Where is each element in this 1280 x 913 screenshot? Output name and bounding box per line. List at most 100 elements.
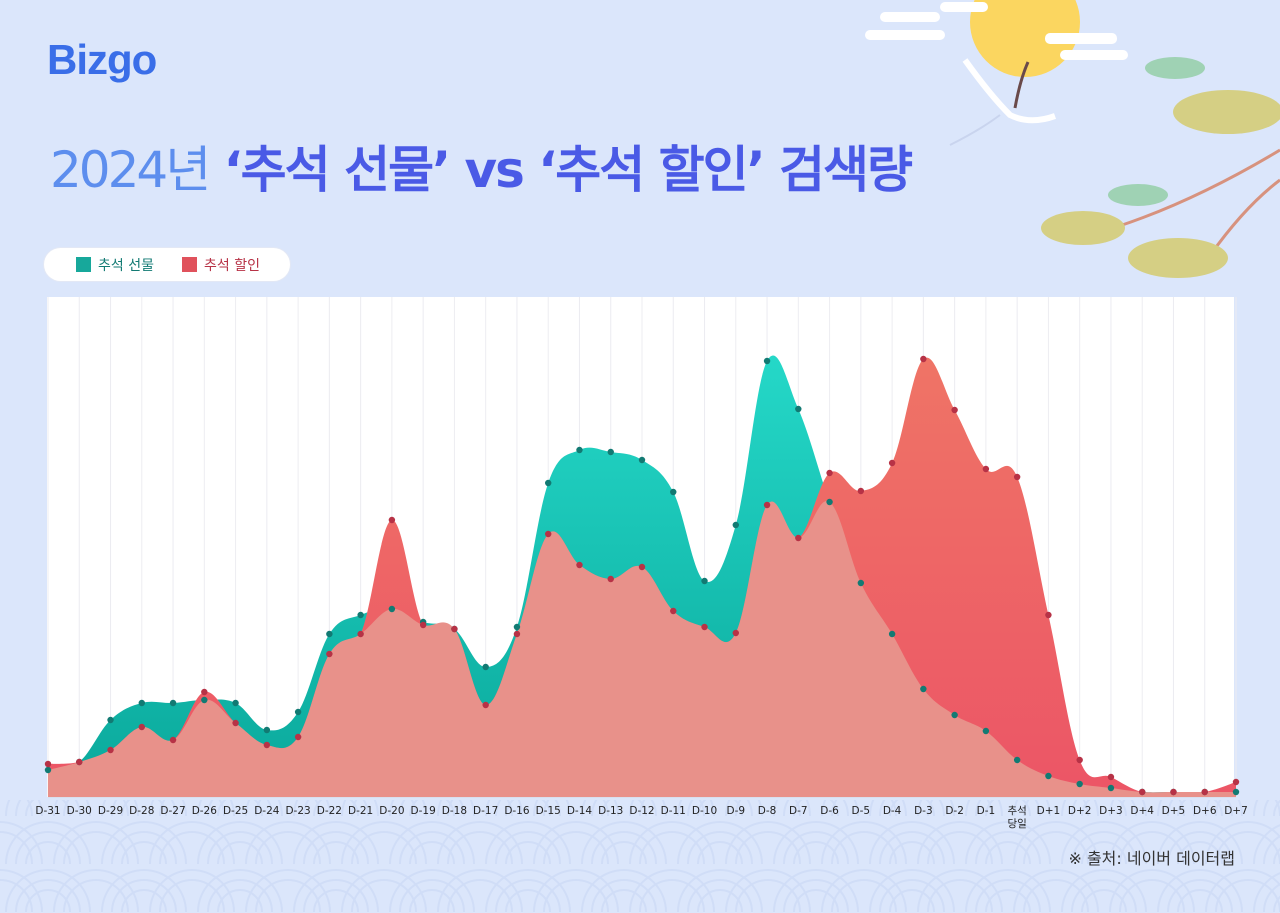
data-point-gift [326,630,333,638]
data-point-gift [763,357,771,365]
x-tick-label: D-6 [820,805,839,817]
data-point-discount [263,741,271,749]
sun-icon [970,0,1080,77]
data-point-gift [826,498,833,506]
data-point-gift [545,479,552,487]
data-point-discount [1013,473,1021,481]
data-point-gift [1013,756,1021,764]
data-point-discount [951,406,958,414]
data-point-gift [795,405,802,413]
data-point-gift [857,579,865,587]
data-point-discount [76,758,83,766]
x-tick-label: D-24 [254,805,280,817]
x-tick-label: D+3 [1099,805,1123,817]
data-point-discount [357,630,364,638]
data-point-gift [920,685,927,693]
data-point-discount [326,650,333,658]
data-point-gift [888,630,896,638]
x-tick-label: D+7 [1224,805,1248,817]
series-overlap-area [48,500,1236,797]
data-point-discount [513,630,521,638]
data-point-gift [232,699,239,707]
brand-logo: Bizgo [47,36,157,83]
x-tick-label: D+6 [1193,805,1217,817]
x-tick-label: D-16 [504,805,530,817]
data-point-gift [1076,780,1083,788]
x-tick-label: D+4 [1130,805,1154,817]
x-tick-label: 추석 당일 [1007,805,1026,830]
data-point-gift [513,623,521,631]
legend-label-discount: 추석 할인 [203,257,260,274]
x-tick-label: D-2 [945,805,964,817]
data-point-gift [701,577,708,585]
x-tick-label: D-5 [852,805,871,817]
data-point-discount [482,701,489,709]
data-point-discount [857,487,865,495]
data-point-gift [294,708,302,716]
x-tick-label: D-30 [67,805,92,817]
data-point-discount [138,723,145,731]
data-point-gift [732,521,739,529]
data-point-discount [888,459,896,467]
x-tick-label: D-3 [914,805,933,817]
data-point-gift [169,699,177,707]
chart-legend: 추석 선물 추석 할인 [44,248,290,281]
chart-title: 2024년 ‘추석 선물’ vs ‘추석 할인’ 검색량 [50,130,913,202]
data-point-gift [670,488,677,496]
data-point-gift [951,711,958,719]
legend-swatch-gift [76,257,91,272]
x-tick-label: D-12 [629,805,654,817]
data-point-discount [732,629,739,637]
data-point-gift [607,448,614,456]
data-point-discount [607,575,614,583]
data-point-gift [138,699,145,707]
x-tick-label: D-1 [977,805,996,817]
x-tick-label: D-11 [661,805,686,817]
data-point-discount [294,733,302,741]
data-point-gift [44,766,52,774]
x-tick-label: D+5 [1162,805,1186,817]
title-year: 2024년 [50,141,211,199]
data-point-gift [982,727,990,735]
data-point-discount [576,561,583,569]
x-tick-label: D-29 [98,805,123,817]
data-point-discount [701,623,708,631]
x-tick-label: D-28 [129,805,154,817]
x-tick-label: D+1 [1037,805,1061,817]
x-tick-label: D-20 [379,805,404,817]
data-point-discount [826,469,833,477]
source-note: ※ 출처: 네이버 데이터랩 [1068,849,1235,868]
cloud-icon [865,2,1128,60]
data-point-discount [1170,788,1177,796]
x-tick-label: D-22 [317,805,342,817]
data-point-discount [451,625,458,633]
x-tick-label: D-27 [160,805,185,817]
legend-label-gift: 추석 선물 [98,257,154,274]
x-tick-label: D-17 [473,805,498,817]
x-tick-label: D-25 [223,805,248,817]
x-tick-label: D-15 [536,805,561,817]
data-point-discount [545,530,552,538]
data-point-discount [201,688,208,696]
data-point-discount [1232,778,1240,786]
data-point-discount [1201,788,1208,796]
data-point-discount [795,534,802,542]
data-point-gift [1045,772,1052,780]
x-tick-label: D-10 [692,805,717,817]
x-tick-label: D-13 [598,805,623,817]
data-point-gift [638,456,646,464]
data-point-gift [263,726,271,734]
x-tick-label: D-23 [285,805,310,817]
x-tick-label: D-21 [348,805,373,817]
crane-icon [949,58,1057,146]
data-point-discount [982,465,990,473]
data-point-discount [670,607,677,615]
x-tick-label: D-18 [442,805,467,817]
data-point-gift [388,605,396,613]
x-tick-label: D-26 [192,805,218,817]
data-point-gift [1107,784,1115,792]
data-point-gift [357,611,364,619]
legend-item-discount: 추석 할인 [181,255,260,275]
legend-item-gift: 추석 선물 [76,255,154,275]
